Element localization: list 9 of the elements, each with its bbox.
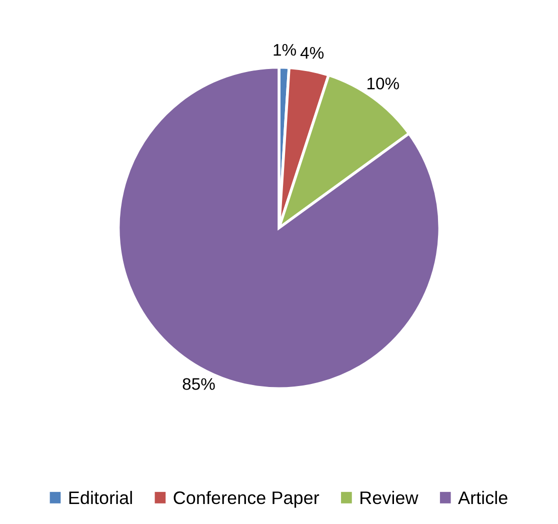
data-label: 10%	[368, 78, 399, 90]
legend-label: Conference Paper	[174, 490, 320, 508]
legend-label: Article	[458, 490, 508, 504]
data-label: 85%	[182, 378, 215, 390]
pie-slice	[116, 66, 442, 390]
data-label: 1%	[274, 44, 296, 56]
legend-label: Review	[360, 490, 418, 504]
data-label: 4%	[300, 47, 324, 59]
legend-label: Editorial	[69, 490, 132, 504]
